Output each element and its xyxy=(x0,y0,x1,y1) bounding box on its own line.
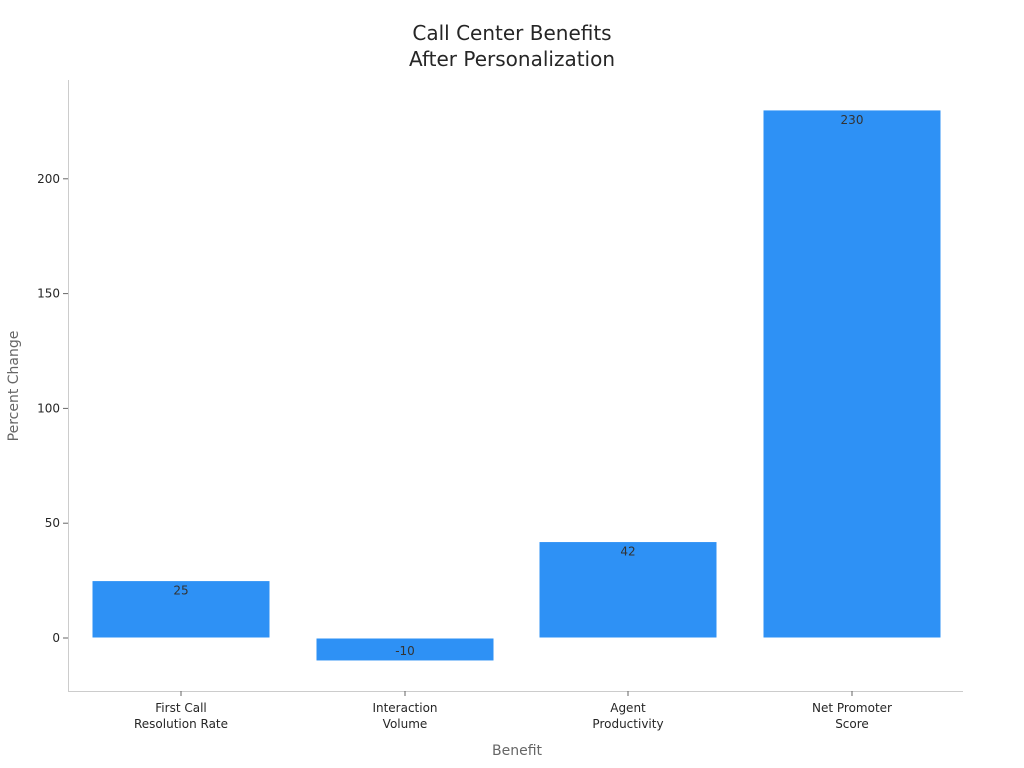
chart-title-line-1: Call Center Benefits xyxy=(412,21,611,45)
data-label-0: 25 xyxy=(173,584,188,598)
data-label-3: 230 xyxy=(841,113,864,127)
x-tick-label-0-1: Resolution Rate xyxy=(134,717,228,731)
y-tick-label-0: 0 xyxy=(52,631,60,645)
data-label-2: 42 xyxy=(620,545,635,559)
x-tick-label-3-0: Net Promoter xyxy=(812,701,892,715)
x-tick-label-3-1: Score xyxy=(835,717,869,731)
x-tick-label-1-0: Interaction xyxy=(372,701,437,715)
x-tick-label-0-0: First Call xyxy=(155,701,206,715)
data-labels-group: 25 -10 42 230 xyxy=(173,113,863,658)
y-ticks-group: 0 50 100 150 200 xyxy=(37,172,68,645)
bar-1 xyxy=(315,637,495,662)
x-axis-label: Benefit xyxy=(492,743,543,759)
bar-0 xyxy=(91,580,271,639)
x-tick-label-1-1: Volume xyxy=(383,717,428,731)
y-tick-label-4: 200 xyxy=(37,172,60,186)
x-tick-label-2-0: Agent xyxy=(610,701,646,715)
x-ticks-group: First Call Resolution Rate Interaction Volu… xyxy=(134,691,892,731)
y-tick-label-3: 150 xyxy=(37,287,60,301)
x-tick-label-2-1: Productivity xyxy=(592,717,663,731)
bar-3 xyxy=(762,109,942,639)
y-tick-label-1: 50 xyxy=(45,516,60,530)
data-label-1: -10 xyxy=(395,644,415,658)
chart-title-line-2: After Personalization xyxy=(409,47,615,71)
y-axis-label: Percent Change xyxy=(6,331,22,442)
bars-group xyxy=(91,109,942,662)
bar-2 xyxy=(538,541,718,639)
y-tick-label-2: 100 xyxy=(37,401,60,415)
